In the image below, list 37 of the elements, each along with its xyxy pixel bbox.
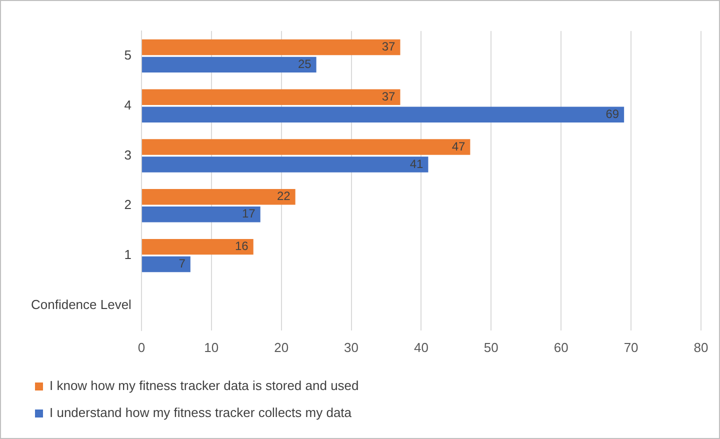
data-label: 16 bbox=[235, 239, 249, 254]
data-label: 41 bbox=[410, 156, 424, 171]
y-tick-label: 3 bbox=[124, 147, 132, 162]
bar bbox=[142, 56, 316, 73]
bar bbox=[142, 238, 254, 255]
data-label: 37 bbox=[382, 40, 396, 54]
data-label: 17 bbox=[242, 206, 256, 221]
x-tick-label: 60 bbox=[554, 340, 568, 355]
y-tick-label: 2 bbox=[124, 197, 132, 212]
x-tick-label: 10 bbox=[204, 340, 219, 355]
data-label: 47 bbox=[452, 139, 466, 154]
x-tick-label: 20 bbox=[274, 340, 289, 355]
y-tick-label: 1 bbox=[124, 247, 132, 262]
bar bbox=[142, 39, 400, 56]
y-tick-label: 4 bbox=[124, 97, 132, 112]
bar bbox=[142, 256, 190, 272]
data-label: 7 bbox=[178, 256, 186, 271]
x-tick-label: 80 bbox=[694, 340, 708, 355]
bar bbox=[142, 206, 260, 222]
bar bbox=[142, 139, 470, 155]
y-tick-label: 5 bbox=[124, 48, 132, 63]
data-label: 25 bbox=[298, 56, 312, 71]
bar bbox=[142, 89, 400, 105]
x-tick-label: 50 bbox=[484, 340, 498, 355]
bar bbox=[142, 106, 624, 122]
data-label: 37 bbox=[382, 89, 396, 104]
bar bbox=[142, 189, 296, 205]
x-tick-label: 30 bbox=[344, 340, 359, 355]
x-tick-label: 40 bbox=[414, 340, 428, 355]
x-tick-label: 70 bbox=[624, 340, 638, 355]
x-tick-label: 0 bbox=[138, 340, 146, 355]
bar bbox=[142, 156, 428, 172]
data-label: 69 bbox=[606, 106, 620, 121]
legend-label: I understand how my fitness tracker collects my data bbox=[50, 405, 352, 420]
legend-label: I know how my fitness tracker data is stored and used bbox=[50, 378, 359, 394]
y-tick-label: Confidence Level bbox=[30, 297, 132, 312]
data-label: 22 bbox=[276, 189, 291, 204]
